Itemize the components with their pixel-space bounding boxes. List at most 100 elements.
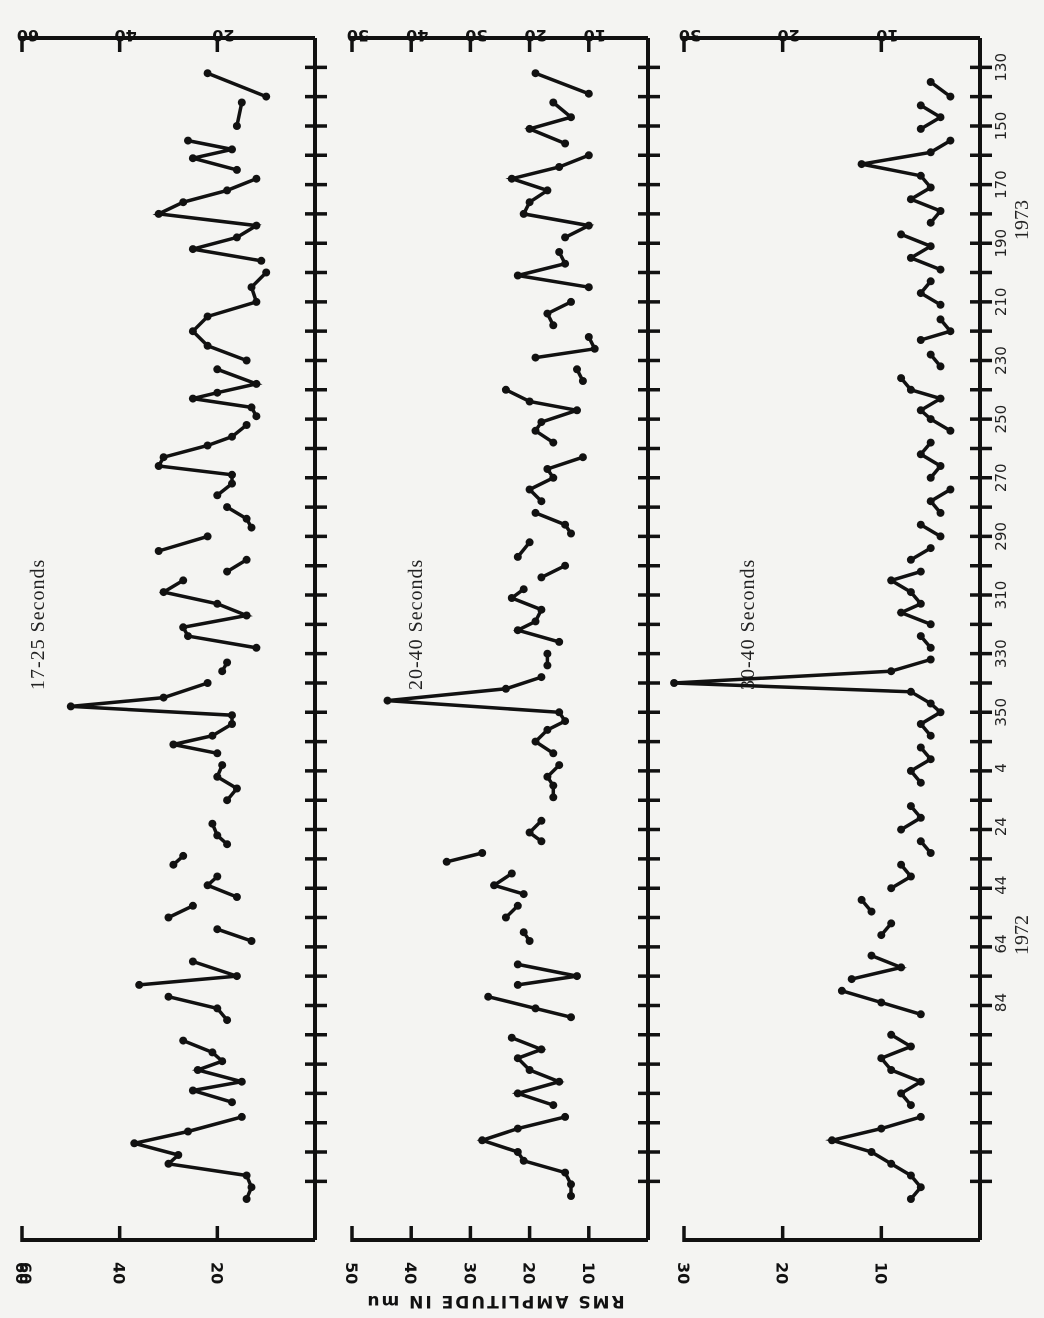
data-point — [867, 951, 876, 960]
data-point — [561, 1112, 570, 1121]
data-point — [507, 174, 516, 183]
data-series-line — [215, 764, 240, 802]
data-series-line — [517, 251, 590, 289]
data-point — [154, 462, 163, 470]
data-point — [179, 851, 188, 860]
data-point — [203, 679, 212, 687]
data-point — [490, 881, 499, 890]
data-point — [561, 259, 570, 268]
data-point — [543, 772, 552, 781]
data-point — [916, 743, 925, 752]
data-point — [936, 300, 945, 309]
data-point — [877, 1124, 886, 1133]
data-point — [228, 479, 236, 488]
data-point — [936, 207, 945, 215]
data-point — [555, 761, 564, 770]
data-point — [567, 1180, 575, 1189]
data-point — [179, 1036, 188, 1045]
data-series-line — [206, 71, 267, 99]
data-point — [513, 901, 522, 910]
data-point — [549, 1101, 558, 1110]
data-point — [159, 453, 168, 462]
data-point — [237, 1112, 246, 1121]
data-point — [228, 711, 236, 720]
data-point — [242, 421, 251, 429]
data-point — [887, 667, 896, 676]
data-point — [154, 547, 163, 555]
data-point — [543, 186, 552, 195]
data-point — [383, 696, 392, 705]
amp-tick-label-top: 10 — [584, 26, 606, 45]
data-point — [573, 406, 581, 415]
data-point — [513, 1089, 522, 1098]
amp-tick-label-bottom: 20 — [207, 1262, 226, 1284]
data-point — [916, 450, 925, 459]
data-point — [179, 623, 188, 632]
data-point — [897, 825, 906, 834]
data-point — [232, 122, 241, 130]
data-point — [926, 183, 935, 192]
day-tick-label: 350 — [992, 698, 1010, 727]
data-series-line — [674, 657, 944, 737]
data-point — [590, 344, 599, 353]
day-tick-label: 230 — [992, 346, 1010, 375]
data-point — [247, 403, 256, 412]
data-point — [936, 394, 945, 403]
y-axis-label: RMS AMPLITUDE IN mu — [365, 1291, 624, 1311]
data-point — [567, 1013, 575, 1022]
data-series-line — [851, 953, 907, 981]
data-point — [188, 154, 197, 163]
data-point — [906, 385, 915, 394]
data-point — [916, 1077, 925, 1086]
data-point — [926, 415, 935, 424]
data-point — [242, 1195, 251, 1203]
data-point — [228, 720, 236, 728]
data-point — [567, 1192, 575, 1200]
data-series-line — [70, 681, 234, 756]
data-point — [228, 432, 236, 441]
data-point — [926, 438, 935, 447]
data-series-line — [487, 995, 572, 1019]
data-series-line — [490, 872, 525, 896]
data-point — [867, 907, 876, 916]
data-point — [549, 321, 558, 330]
data-point — [66, 702, 75, 711]
data-series-line — [929, 80, 952, 99]
data-point — [926, 242, 935, 251]
data-series-line — [158, 578, 257, 650]
data-point — [887, 884, 896, 893]
data-point — [877, 931, 886, 940]
data-point — [203, 341, 212, 350]
data-point — [242, 611, 251, 620]
data-point — [501, 684, 510, 693]
data-point — [164, 913, 173, 922]
day-tick-label: 250 — [992, 405, 1010, 434]
data-point — [242, 356, 251, 365]
data-point — [916, 520, 925, 529]
data-point — [525, 1066, 534, 1074]
data-point — [184, 136, 192, 145]
data-point — [519, 209, 528, 218]
data-point — [584, 283, 593, 292]
data-point — [242, 555, 251, 564]
data-point — [213, 491, 222, 500]
amp-tick-label-bottom: 20 — [520, 1262, 539, 1284]
data-point — [237, 1077, 246, 1086]
data-series-line — [517, 962, 578, 987]
data-point — [936, 508, 945, 517]
data-point — [926, 78, 935, 86]
data-point — [926, 473, 935, 482]
data-point — [513, 552, 522, 561]
data-point — [252, 379, 261, 388]
data-point — [232, 893, 241, 901]
day-tick-label: 150 — [992, 112, 1010, 141]
data-point — [916, 1183, 925, 1192]
data-point — [555, 163, 564, 171]
data-point — [507, 594, 516, 602]
data-point — [549, 473, 558, 482]
data-point — [519, 585, 528, 594]
data-point — [561, 139, 570, 148]
data-point — [916, 289, 925, 298]
data-point — [242, 1171, 251, 1180]
data-point — [208, 731, 217, 740]
